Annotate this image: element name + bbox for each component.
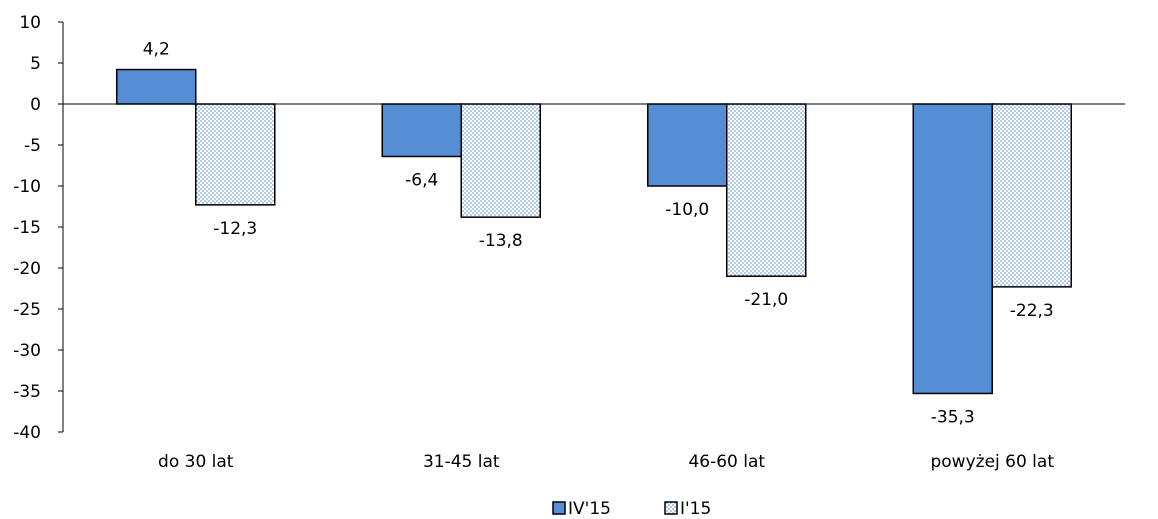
data-label: -12,3 xyxy=(213,219,257,239)
y-tick-label: -15 xyxy=(13,218,41,238)
legend-label-iv15: IV'15 xyxy=(568,499,611,519)
y-tick-label: -40 xyxy=(13,423,41,443)
x-category-label: 31-45 lat xyxy=(423,452,500,472)
y-tick-label: -30 xyxy=(13,341,41,361)
y-tick-label: -5 xyxy=(24,136,41,156)
x-category-label: powyżej 60 lat xyxy=(930,452,1054,472)
y-tick-label: 5 xyxy=(30,54,41,74)
y-tick-label: -25 xyxy=(13,300,41,320)
bar-iv15 xyxy=(912,103,993,395)
legend: IV'15 I'15 xyxy=(552,499,711,519)
x-category-label: 46-60 lat xyxy=(688,452,765,472)
data-label: -21,0 xyxy=(744,290,788,310)
y-tick-label: 0 xyxy=(30,95,41,115)
bar-iv15 xyxy=(381,103,462,158)
data-label: -10,0 xyxy=(665,200,709,220)
bar-i15 xyxy=(195,103,276,206)
data-label: 4,2 xyxy=(143,40,170,60)
data-label: -22,3 xyxy=(1010,301,1054,321)
data-label: -13,8 xyxy=(479,231,523,251)
data-label: -6,4 xyxy=(405,170,438,190)
bars xyxy=(116,68,1072,395)
data-labels: 4,2 -6,4 -10,0 -35,3 -12,3 -13,8 -21,0 -22,3 xyxy=(143,40,1054,428)
bar-iv15 xyxy=(647,103,728,187)
legend-label-i15: I'15 xyxy=(680,499,711,519)
y-tick-label: -10 xyxy=(13,177,41,197)
y-tick-label: 10 xyxy=(19,13,41,33)
y-tick-label: -35 xyxy=(13,382,41,402)
legend-swatch-iv15 xyxy=(552,501,566,515)
legend-swatch-i15 xyxy=(664,501,678,515)
y-tick-label: -20 xyxy=(13,259,41,279)
data-label: -35,3 xyxy=(931,407,975,427)
bar-i15 xyxy=(460,103,541,218)
bar-i15 xyxy=(726,103,807,277)
bar-i15 xyxy=(991,103,1072,288)
x-category-label: do 30 lat xyxy=(158,452,234,472)
axes: 10 5 0 -5 -10 -15 -20 -25 -30 -35 -40 do 30 lat 31-4… xyxy=(13,13,1125,472)
bar-iv15 xyxy=(116,68,197,105)
